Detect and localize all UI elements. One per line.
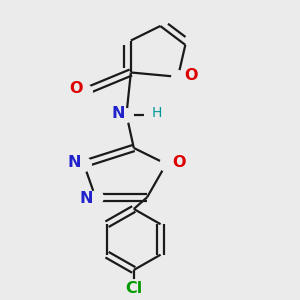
Text: Cl: Cl [125,281,142,296]
Text: O: O [172,155,185,170]
Text: N: N [80,191,93,206]
Text: O: O [184,68,198,83]
Text: N: N [112,106,125,121]
Text: H: H [151,106,162,120]
Text: N: N [68,155,81,170]
Text: O: O [70,81,83,96]
